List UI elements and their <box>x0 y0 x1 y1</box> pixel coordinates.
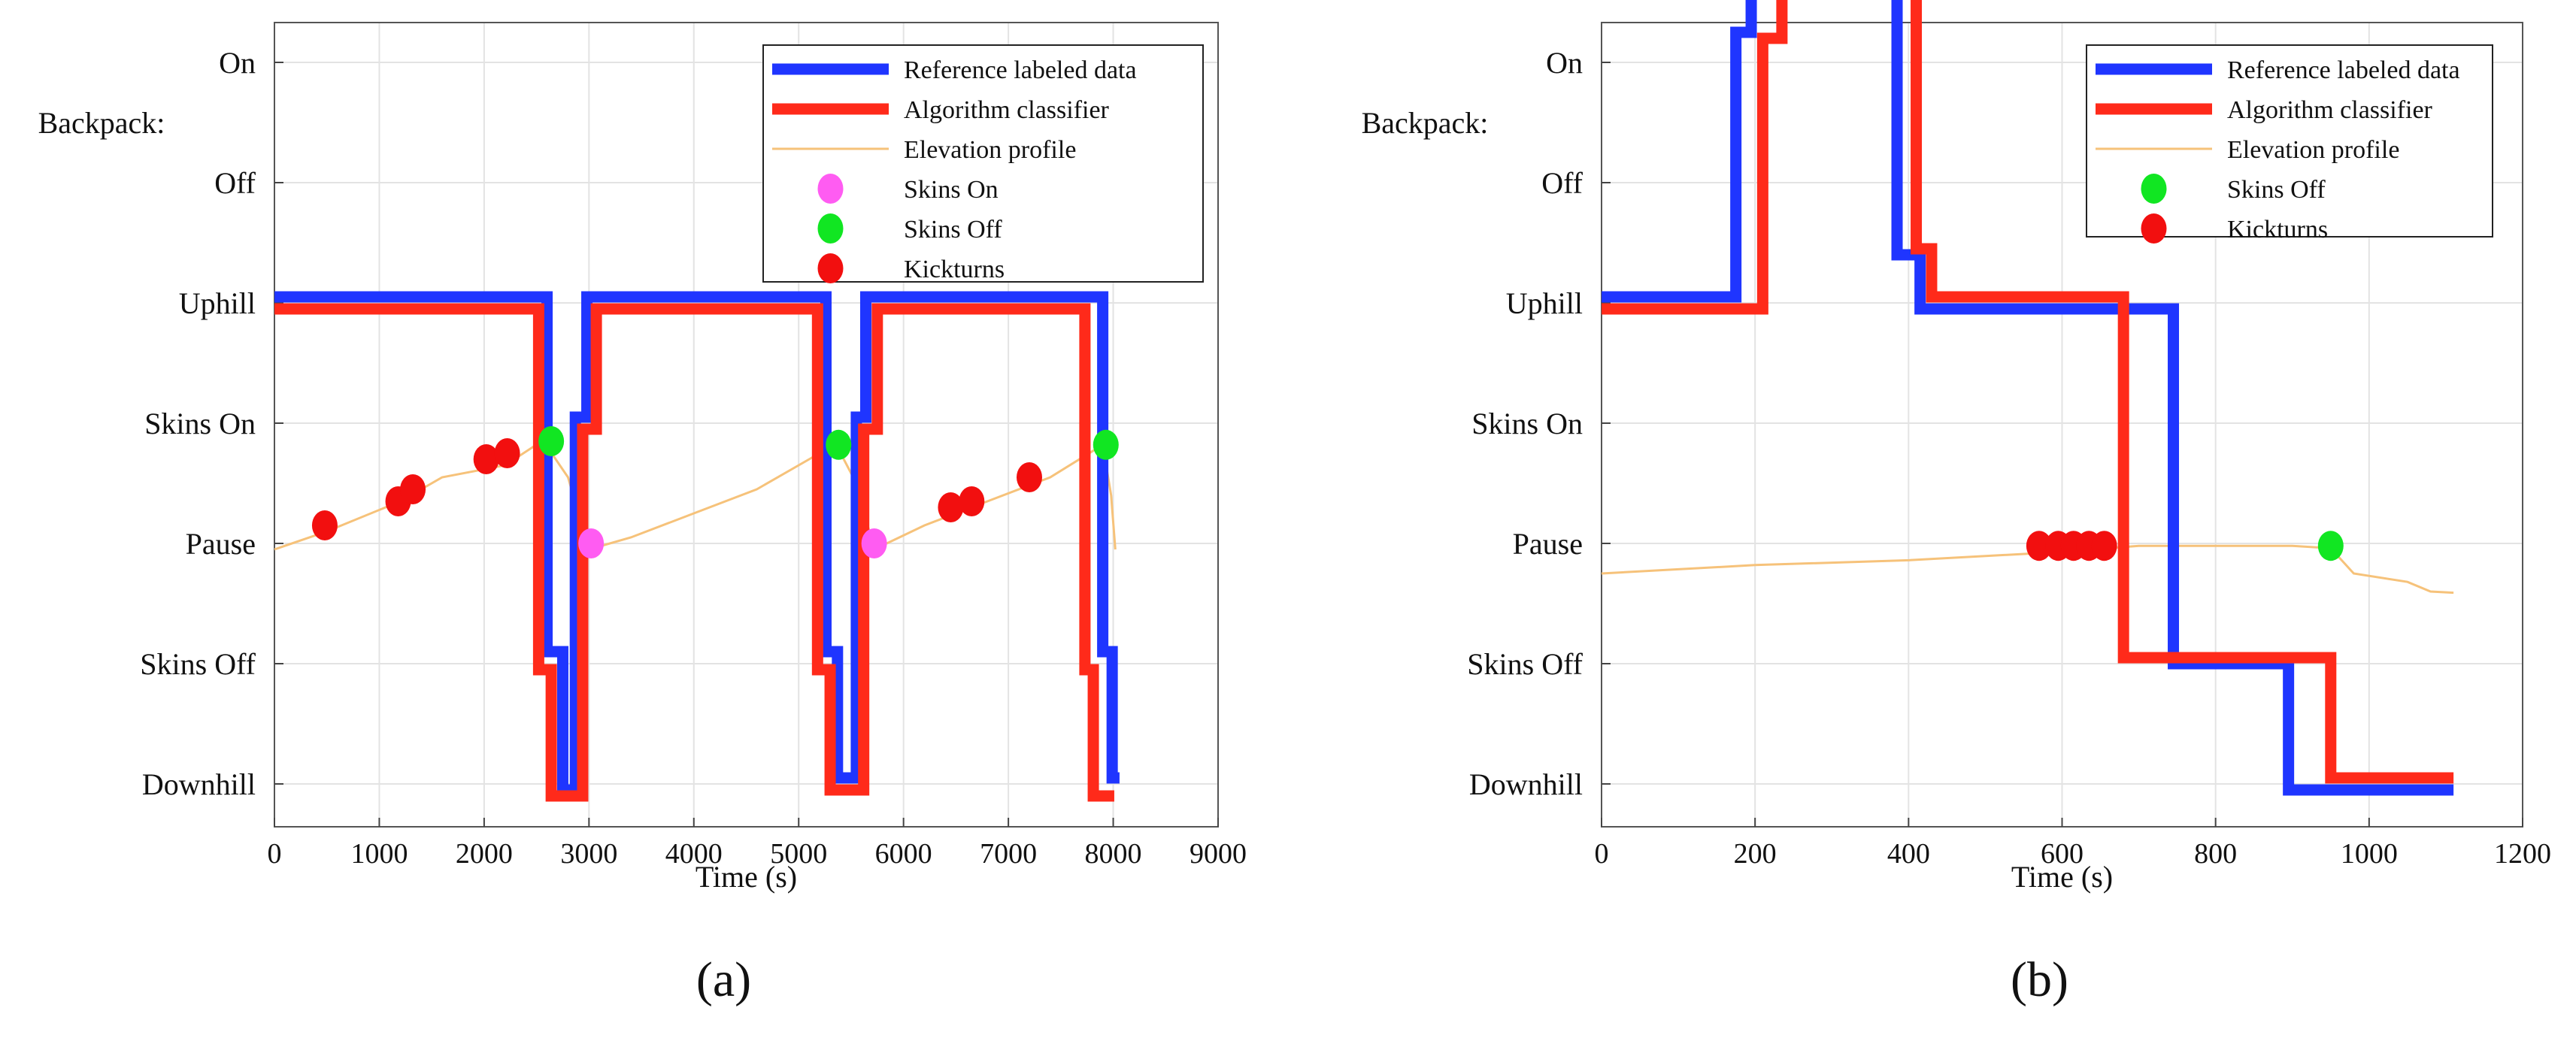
y-tick-label: Skins Off <box>1467 647 1583 681</box>
panel-label: (a) <box>696 952 751 1007</box>
y-tick-label: On <box>1546 46 1583 80</box>
y-tick-label: Skins On <box>1471 407 1583 440</box>
legend-label: Algorithm classifier <box>2227 96 2433 124</box>
legend-box <box>2086 44 2493 238</box>
legend-label: Kickturns <box>904 256 1005 283</box>
legend-label: Elevation profile <box>2227 136 2399 164</box>
x-tick-label: 5000 <box>770 838 827 870</box>
y-group-label: Backpack: <box>1362 106 1489 140</box>
y-tick-label: Off <box>214 166 256 200</box>
series-line-reference-labeled-data <box>1602 0 2454 796</box>
series-line-algorithm-classifier <box>1602 0 2454 784</box>
chart-panel-b: 0 200 400 600 800 1000 1200 Downhill Skins Off Pa… <box>1362 0 2551 1007</box>
x-tick-label: 1000 <box>350 838 408 870</box>
marker-skins-off <box>826 429 852 460</box>
marker-skins-off <box>2317 531 2344 561</box>
x-tick-label: 0 <box>1595 838 1609 870</box>
series-line-elevation-profile <box>1601 544 2454 595</box>
chart-panel-a: 0 1000 2000 3000 4000 5000 6000 7000 8000 9000 Dow… <box>38 22 1247 1007</box>
x-tick-label: 7000 <box>980 838 1037 870</box>
x-tick-label: 800 <box>2194 838 2237 870</box>
x-tick-label: 3000 <box>560 838 617 870</box>
series-line-reference-labeled-data <box>274 291 1120 796</box>
legend-label: Skins Off <box>904 216 1002 244</box>
legend-swatch-kickturns <box>817 253 844 283</box>
series-line-algorithm-classifier <box>274 303 1114 802</box>
y-tick-label: Downhill <box>1469 767 1583 801</box>
x-tick-label: 6000 <box>875 838 932 870</box>
marker-skins-on <box>861 528 887 558</box>
x-tick-label: 4000 <box>665 838 723 870</box>
x-tick-label: 200 <box>1734 838 1777 870</box>
legend-label: Algorithm classifier <box>904 96 1110 124</box>
legend-label: Reference labeled data <box>904 56 1137 84</box>
y-tick-label: Uphill <box>179 286 256 320</box>
x-axis-title: Time (s) <box>2011 860 2113 894</box>
y-group-label: Backpack: <box>38 106 165 140</box>
y-tick-label: Skins On <box>144 407 256 440</box>
legend-label: Kickturns <box>2227 216 2328 244</box>
marker-kickturns <box>494 438 520 468</box>
legend: Reference labeled data Algorithm classifi… <box>762 44 1204 283</box>
legend-label: Elevation profile <box>904 136 1076 164</box>
marker-skins-off <box>1093 429 1119 460</box>
y-tick-label: Off <box>1541 166 1583 200</box>
marker-kickturns <box>311 510 338 540</box>
legend-swatch-skins-off <box>2141 174 2167 204</box>
marker-kickturns <box>1017 462 1042 492</box>
y-tick-label: Pause <box>1513 527 1583 561</box>
x-tick-label: 1000 <box>2341 838 2398 870</box>
marker-kickturns <box>959 486 985 516</box>
marker-kickturns <box>400 474 426 504</box>
marker-kickturns <box>473 444 499 474</box>
x-tick-label: 600 <box>2041 838 2084 870</box>
legend-swatch-kickturns <box>2141 213 2167 244</box>
x-tick-label: 400 <box>1887 838 1930 870</box>
y-tick-label: On <box>219 46 256 80</box>
legend-label: Skins On <box>904 176 999 204</box>
legend-label: Reference labeled data <box>2227 56 2460 84</box>
marker-skins-on <box>578 528 605 558</box>
y-tick-label: Pause <box>186 527 256 561</box>
y-tick-label: Skins Off <box>140 647 256 681</box>
plot-frame <box>274 22 1219 828</box>
marker-kickturns <box>2026 531 2052 561</box>
x-tick-label: 2000 <box>456 838 513 870</box>
marker-skins-off <box>538 426 565 456</box>
x-axis-title: Time (s) <box>696 860 797 894</box>
legend: Reference labeled data Algorithm classifi… <box>2086 44 2493 244</box>
panel-label: (b) <box>2011 952 2068 1007</box>
legend-box <box>762 44 1204 283</box>
marker-kickturns <box>2091 531 2117 561</box>
x-tick-label: 8000 <box>1085 838 1142 870</box>
y-tick-label: Downhill <box>142 767 256 801</box>
marker-kickturns <box>938 492 964 522</box>
legend-swatch-skins-off <box>817 213 844 244</box>
legend-label: Skins Off <box>2227 176 2326 204</box>
legend-swatch-skins-on <box>817 174 844 204</box>
x-tick-label: 0 <box>268 838 282 870</box>
x-tick-label: 9000 <box>1190 838 1247 870</box>
y-tick-label: Uphill <box>1506 286 1583 320</box>
x-tick-label: 1200 <box>2494 838 2551 870</box>
